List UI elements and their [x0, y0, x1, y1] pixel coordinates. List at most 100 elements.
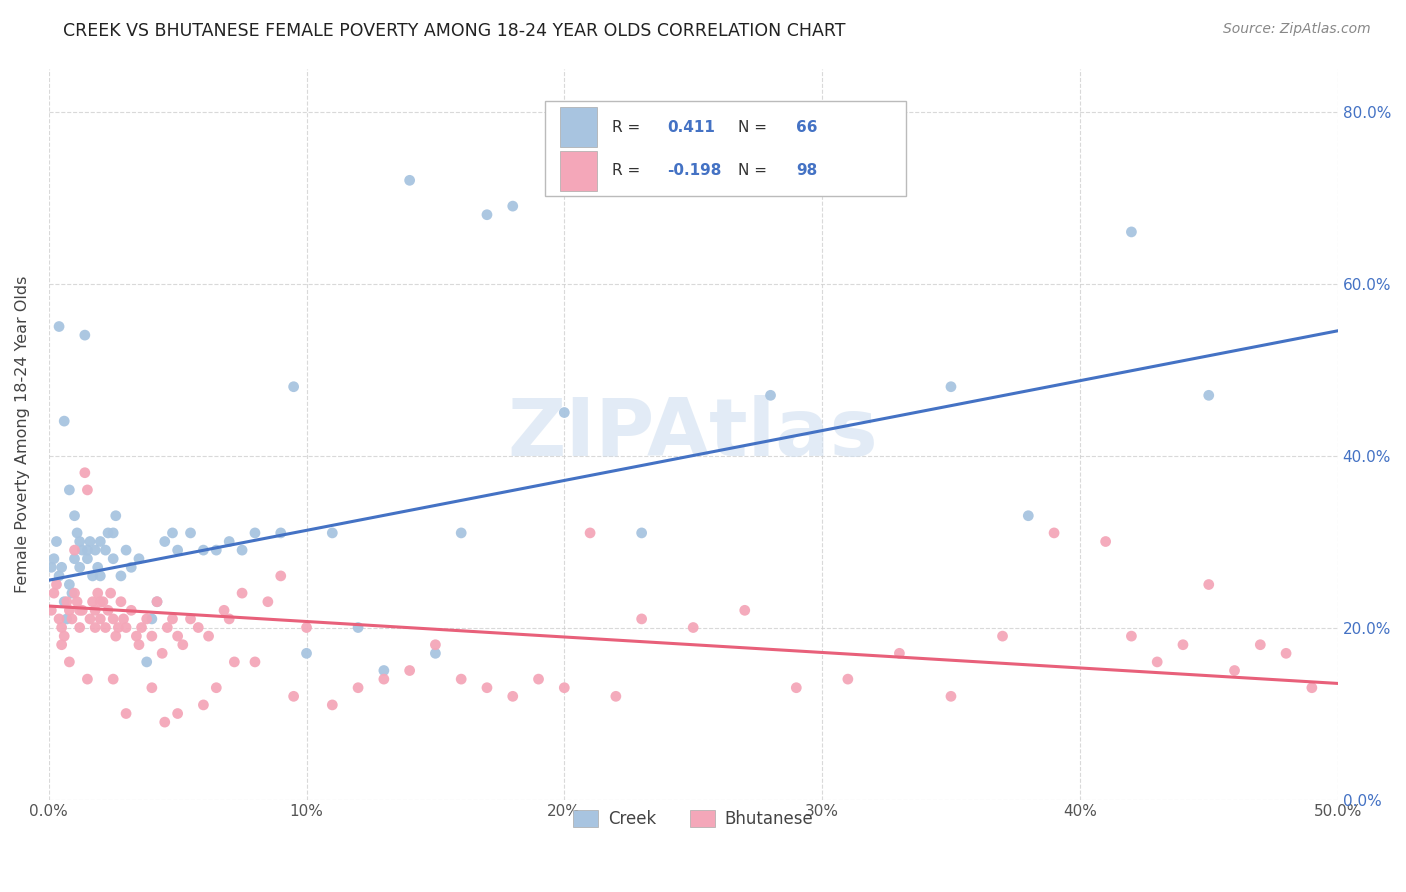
Point: [128, 551, 150, 566]
Point: [1275, 646, 1298, 660]
Point: [166, 629, 188, 643]
Point: [243, 525, 266, 540]
Point: [734, 603, 756, 617]
Point: [125, 629, 148, 643]
Point: [94, 621, 117, 635]
Point: [51, 638, 73, 652]
Point: [115, 706, 138, 721]
Point: [103, 525, 125, 540]
Point: [153, 715, 176, 730]
Point: [91, 595, 114, 609]
Point: [1223, 664, 1246, 678]
Point: [1094, 534, 1116, 549]
Point: [231, 586, 253, 600]
Point: [115, 621, 138, 635]
Point: [103, 672, 125, 686]
Point: [991, 629, 1014, 643]
Point: [48, 319, 70, 334]
Point: [166, 706, 188, 721]
Point: [131, 621, 153, 635]
Point: [1171, 638, 1194, 652]
Point: [79, 612, 101, 626]
Point: [141, 681, 163, 695]
Point: [180, 612, 202, 626]
Point: [1043, 525, 1066, 540]
Point: [110, 569, 132, 583]
Point: [450, 525, 472, 540]
Point: [231, 543, 253, 558]
Point: [212, 603, 235, 617]
Point: [79, 534, 101, 549]
Point: [82, 595, 104, 609]
Point: [56, 612, 79, 626]
Point: [939, 690, 962, 704]
Point: [270, 569, 292, 583]
Point: [94, 543, 117, 558]
Point: [120, 603, 142, 617]
Point: [295, 621, 318, 635]
Text: -0.198: -0.198: [668, 163, 721, 178]
Point: [197, 629, 219, 643]
Point: [48, 612, 70, 626]
Point: [347, 621, 370, 635]
Point: [51, 621, 73, 635]
Point: [257, 595, 280, 609]
Point: [58, 603, 80, 617]
Point: [502, 199, 524, 213]
Point: [785, 681, 807, 695]
Point: [141, 629, 163, 643]
Point: [373, 664, 395, 678]
Point: [135, 655, 157, 669]
Point: [939, 380, 962, 394]
Point: [1198, 388, 1220, 402]
Point: [73, 466, 96, 480]
Point: [82, 569, 104, 583]
Point: [87, 586, 110, 600]
Point: [84, 543, 107, 558]
Point: [41, 603, 63, 617]
Point: [295, 646, 318, 660]
Point: [682, 621, 704, 635]
Point: [475, 208, 498, 222]
Point: [104, 508, 127, 523]
Point: [605, 690, 627, 704]
Point: [553, 405, 575, 419]
FancyBboxPatch shape: [546, 102, 905, 196]
Point: [270, 525, 292, 540]
Point: [48, 569, 70, 583]
Text: 0.411: 0.411: [668, 120, 716, 135]
Text: 66: 66: [796, 120, 818, 135]
Point: [630, 525, 652, 540]
Point: [283, 690, 305, 704]
Text: ZIPAtlas: ZIPAtlas: [508, 395, 879, 473]
Point: [205, 543, 228, 558]
Point: [150, 646, 173, 660]
Point: [218, 612, 240, 626]
Point: [347, 681, 370, 695]
Legend: Creek, Bhutanese: Creek, Bhutanese: [567, 804, 820, 835]
Point: [162, 525, 184, 540]
Point: [373, 672, 395, 686]
Point: [76, 543, 98, 558]
Text: N =: N =: [738, 163, 772, 178]
Point: [128, 638, 150, 652]
Point: [69, 603, 91, 617]
Point: [398, 664, 420, 678]
Point: [42, 551, 65, 566]
Point: [156, 621, 179, 635]
Point: [398, 173, 420, 187]
Text: N =: N =: [738, 120, 772, 135]
Bar: [561, 151, 596, 191]
Point: [63, 551, 86, 566]
Point: [759, 388, 782, 402]
Point: [66, 595, 89, 609]
Point: [89, 595, 111, 609]
Point: [60, 586, 83, 600]
Text: R =: R =: [612, 120, 645, 135]
Point: [1121, 629, 1143, 643]
Point: [89, 612, 111, 626]
Point: [87, 560, 110, 574]
Point: [502, 690, 524, 704]
Point: [321, 698, 343, 712]
Point: [205, 681, 228, 695]
